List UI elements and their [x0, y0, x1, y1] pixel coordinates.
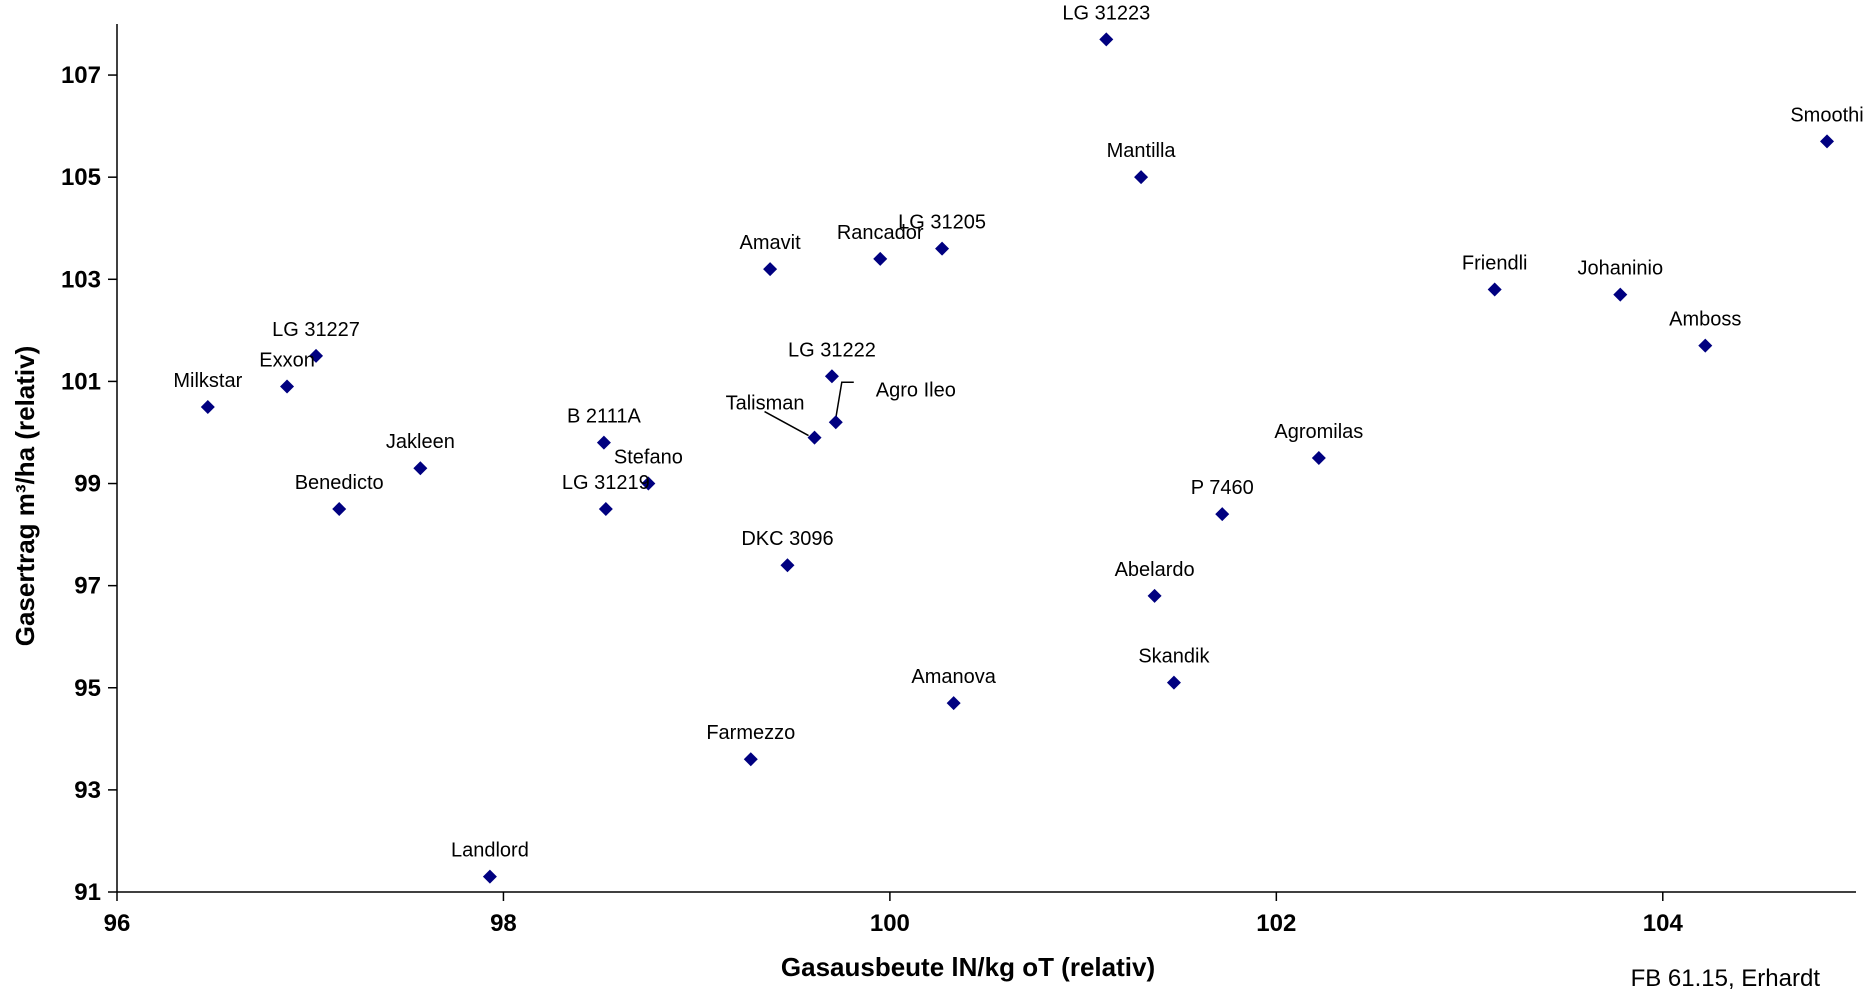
point-label: Agromilas: [1274, 421, 1363, 443]
point-label: Milkstar: [173, 370, 242, 392]
data-point: [200, 399, 215, 414]
x-axis-title: Gasausbeute lN/kg oT (relativ): [781, 952, 1155, 982]
data-point: [1311, 451, 1326, 465]
credit-text: FB 61.15, Erhardt: [1631, 965, 1821, 991]
point-label: Benedicto: [295, 472, 384, 494]
leader-line: [835, 381, 854, 419]
data-point: [743, 752, 758, 767]
y-tick-label: 103: [61, 266, 101, 293]
y-tick-label: 95: [74, 675, 101, 702]
x-tick-label: 102: [1256, 910, 1296, 937]
y-tick-label: 105: [61, 164, 101, 191]
point-label: LG 31219: [562, 472, 650, 494]
y-tick-label: 107: [61, 62, 101, 89]
point-label: Abelardo: [1115, 559, 1195, 581]
point-label: Mantilla: [1107, 140, 1177, 162]
data-point: [780, 558, 795, 573]
point-label: LG 31227: [272, 319, 360, 341]
point-label: Amboss: [1669, 309, 1741, 331]
data-point: [482, 869, 497, 884]
x-tick-label: 98: [490, 910, 517, 937]
point-label: LG 31222: [788, 339, 876, 361]
data-point: [1134, 170, 1149, 185]
point-label: Skandik: [1138, 646, 1210, 668]
tick-labels: 96 98 100 102 104 91 93 95 97 99 101 103 105 107: [61, 62, 1683, 937]
data-point: [873, 251, 888, 266]
point-label: P 7460: [1191, 477, 1254, 499]
data-point: [596, 435, 611, 450]
x-tick-label: 96: [104, 910, 131, 937]
data-point: [824, 369, 839, 384]
point-label: Farmezzo: [706, 722, 795, 744]
point-label: Amanova: [911, 666, 996, 688]
data-point: [1166, 675, 1181, 690]
data-point: [1698, 338, 1713, 353]
point-label: LG 31223: [1062, 2, 1150, 24]
leader-line: [764, 410, 809, 437]
leader-lines: [764, 381, 854, 437]
x-tick-label: 100: [870, 910, 910, 937]
point-label: Jakleen: [386, 431, 455, 453]
x-tick-label: 104: [1643, 910, 1684, 937]
axes: [108, 24, 1856, 901]
data-point: [1215, 507, 1230, 522]
data-point: [598, 502, 613, 517]
point-label: B 2111A: [567, 406, 641, 428]
point-label: Stefano: [614, 447, 683, 469]
y-tick-label: 97: [74, 573, 101, 600]
data-point: [413, 461, 428, 476]
point-label: Rancador: [837, 222, 924, 244]
data-point: [1147, 588, 1162, 603]
data-point: [309, 348, 324, 363]
data-point: [763, 262, 778, 277]
y-axis-title: Gasertrag m³/ha (relativ): [10, 346, 40, 647]
point-label: Exxon: [259, 350, 315, 372]
data-point: [807, 430, 822, 445]
y-tick-label: 91: [74, 879, 101, 906]
point-label: Johaninio: [1577, 258, 1663, 280]
data-point: [946, 696, 961, 711]
point-label: Friendli: [1462, 253, 1528, 275]
data-point: [828, 415, 843, 430]
point-label: Smoothi: [1790, 104, 1863, 126]
y-tick-label: 93: [74, 777, 101, 804]
point-label: Amavit: [740, 232, 802, 254]
data-point: [332, 502, 347, 517]
data-point: [1820, 134, 1835, 149]
data-point: [641, 476, 656, 491]
data-point: [935, 241, 950, 256]
point-label: Agro Ileo: [876, 379, 956, 401]
y-tick-label: 99: [74, 471, 101, 498]
data-points: [200, 32, 1835, 884]
point-label: Talisman: [726, 393, 805, 415]
point-label: LG 31205: [898, 212, 986, 234]
point-label: Landlord: [451, 840, 529, 862]
data-point: [1099, 32, 1114, 47]
point-label: DKC 3096: [741, 528, 833, 550]
y-tick-label: 101: [61, 368, 101, 395]
data-point: [1613, 287, 1628, 302]
data-point: [280, 379, 295, 394]
data-point: [1487, 282, 1502, 297]
